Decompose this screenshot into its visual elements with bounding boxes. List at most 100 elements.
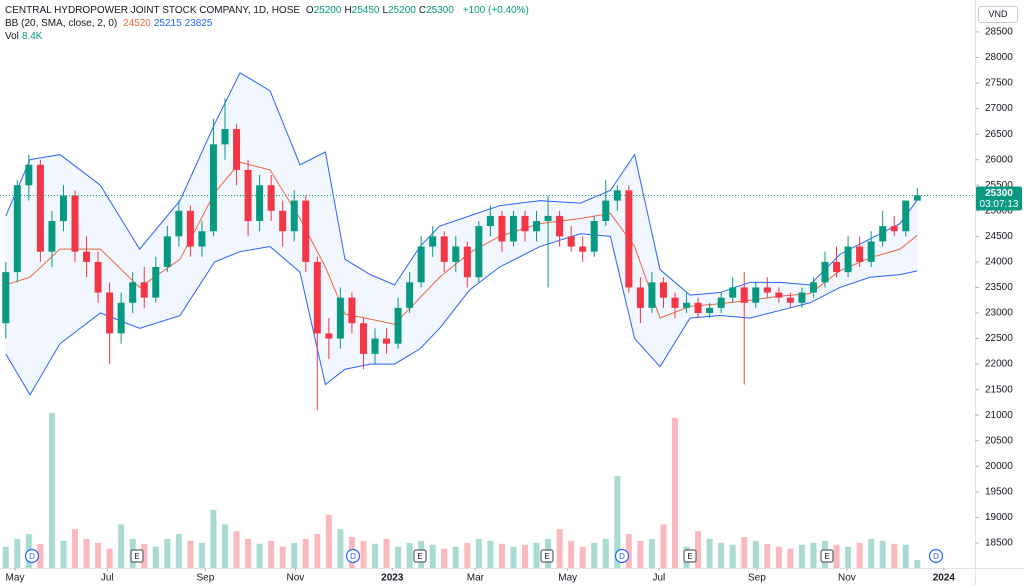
bb-value: 25215 bbox=[153, 18, 182, 29]
candle-body bbox=[83, 251, 91, 262]
volume-bar bbox=[233, 531, 240, 568]
event-label: D bbox=[29, 552, 35, 561]
candle-body bbox=[463, 246, 471, 278]
volume-bar bbox=[187, 540, 194, 568]
candle-body bbox=[117, 302, 125, 334]
candle-body bbox=[706, 307, 714, 314]
currency-button[interactable]: VND bbox=[978, 6, 1018, 23]
volume-bar bbox=[787, 548, 794, 568]
y-tick-label: 20000 bbox=[985, 461, 1013, 472]
bb-label: BB (20, SMA, close, 2, 0) bbox=[5, 18, 118, 29]
vol-value: 8.4K bbox=[21, 31, 43, 42]
candle-body bbox=[671, 297, 679, 308]
candle-body bbox=[48, 221, 56, 252]
candle-body bbox=[798, 292, 806, 303]
candle-body bbox=[717, 297, 725, 308]
ohlc-value: 25200 bbox=[388, 5, 416, 16]
band-line bbox=[5, 233, 918, 396]
volume-bar bbox=[268, 540, 275, 568]
volume-bar bbox=[314, 534, 321, 568]
candle-body bbox=[659, 282, 667, 298]
band-fill bbox=[5, 72, 918, 395]
candle-body bbox=[833, 261, 841, 273]
price-tag-countdown: 03:07:13 bbox=[980, 199, 1019, 210]
symbol-title: CENTRAL HYDROPOWER JOINT STOCK COMPANY, … bbox=[5, 5, 301, 16]
candle-body bbox=[602, 200, 610, 222]
volume-bar bbox=[522, 544, 528, 568]
dividend-marker[interactable] bbox=[614, 548, 630, 564]
volume-bar bbox=[833, 544, 840, 568]
candle-body bbox=[313, 261, 321, 334]
candle-body bbox=[198, 231, 206, 247]
volume-bar bbox=[625, 534, 632, 568]
volume-bar bbox=[452, 546, 459, 568]
candle-body bbox=[844, 246, 852, 273]
volume-bar bbox=[325, 514, 332, 568]
bb-legend: BB (20, SMA, close, 2, 0) 24520 25215 2382… bbox=[5, 18, 215, 29]
dividend-marker[interactable] bbox=[24, 548, 40, 564]
candle-body bbox=[140, 282, 148, 298]
volume-bar bbox=[372, 543, 378, 568]
candle-body bbox=[417, 246, 425, 283]
dividend-marker[interactable] bbox=[928, 548, 944, 564]
ohlc-value: 25450 bbox=[351, 5, 380, 16]
volume-bar bbox=[222, 524, 228, 568]
volume-bar bbox=[591, 542, 598, 568]
event-label: E bbox=[687, 552, 692, 561]
candle-body bbox=[498, 215, 506, 242]
volume-bar bbox=[198, 542, 205, 568]
x-tick-label: Mar bbox=[467, 573, 485, 584]
volume-bar bbox=[902, 544, 909, 568]
volume-bar bbox=[614, 475, 621, 568]
ohlc-letter: O bbox=[305, 5, 314, 16]
candle-body bbox=[452, 246, 460, 262]
candle-body bbox=[752, 287, 760, 303]
volume-bar bbox=[879, 540, 886, 568]
volume-bar bbox=[72, 529, 78, 568]
volume-bar bbox=[706, 538, 713, 568]
candle-body bbox=[694, 302, 702, 314]
volume-bar bbox=[337, 529, 344, 568]
y-tick-label: 26000 bbox=[985, 154, 1013, 165]
candle-body bbox=[2, 272, 10, 324]
earnings-marker[interactable] bbox=[683, 549, 697, 563]
candle-body bbox=[233, 129, 241, 170]
y-tick-label: 19000 bbox=[985, 512, 1013, 523]
candle-body bbox=[163, 236, 171, 268]
candle-body bbox=[544, 215, 552, 222]
volume-bar bbox=[637, 540, 644, 568]
y-tick-label: 24500 bbox=[985, 231, 1013, 242]
band-line bbox=[5, 72, 918, 296]
volume-bar bbox=[775, 546, 782, 568]
y-tick-label: 21500 bbox=[985, 384, 1013, 395]
candle-body bbox=[648, 282, 656, 308]
volume-bar bbox=[914, 559, 921, 568]
dividend-marker[interactable] bbox=[345, 548, 361, 564]
volume-bar bbox=[256, 543, 263, 568]
x-tick-label: Jul bbox=[652, 573, 665, 584]
candle-body bbox=[533, 221, 541, 232]
volume-bar bbox=[441, 548, 448, 568]
earnings-marker[interactable] bbox=[820, 549, 834, 563]
volume-bar bbox=[95, 542, 102, 568]
event-label: E bbox=[417, 552, 422, 561]
candle-body bbox=[106, 292, 114, 334]
volume-bar bbox=[810, 542, 817, 568]
x-tick-label: Nov bbox=[286, 573, 304, 584]
candle-body bbox=[394, 307, 402, 344]
candle-body bbox=[256, 185, 264, 222]
y-tick-label: 28500 bbox=[985, 27, 1013, 38]
volume-bar bbox=[291, 542, 298, 568]
y-tick-label: 21000 bbox=[985, 410, 1013, 421]
volume-bar bbox=[648, 538, 655, 568]
earnings-marker[interactable] bbox=[413, 549, 427, 563]
candle-body bbox=[383, 338, 391, 344]
earnings-marker[interactable] bbox=[540, 549, 554, 563]
earnings-marker[interactable] bbox=[130, 549, 144, 563]
candle-body bbox=[440, 236, 448, 262]
candle-body bbox=[636, 287, 644, 308]
y-tick-label: 27500 bbox=[985, 78, 1013, 89]
event-label: D bbox=[619, 552, 625, 561]
candle-body bbox=[359, 323, 367, 354]
x-tick-label: Sep bbox=[748, 573, 766, 584]
